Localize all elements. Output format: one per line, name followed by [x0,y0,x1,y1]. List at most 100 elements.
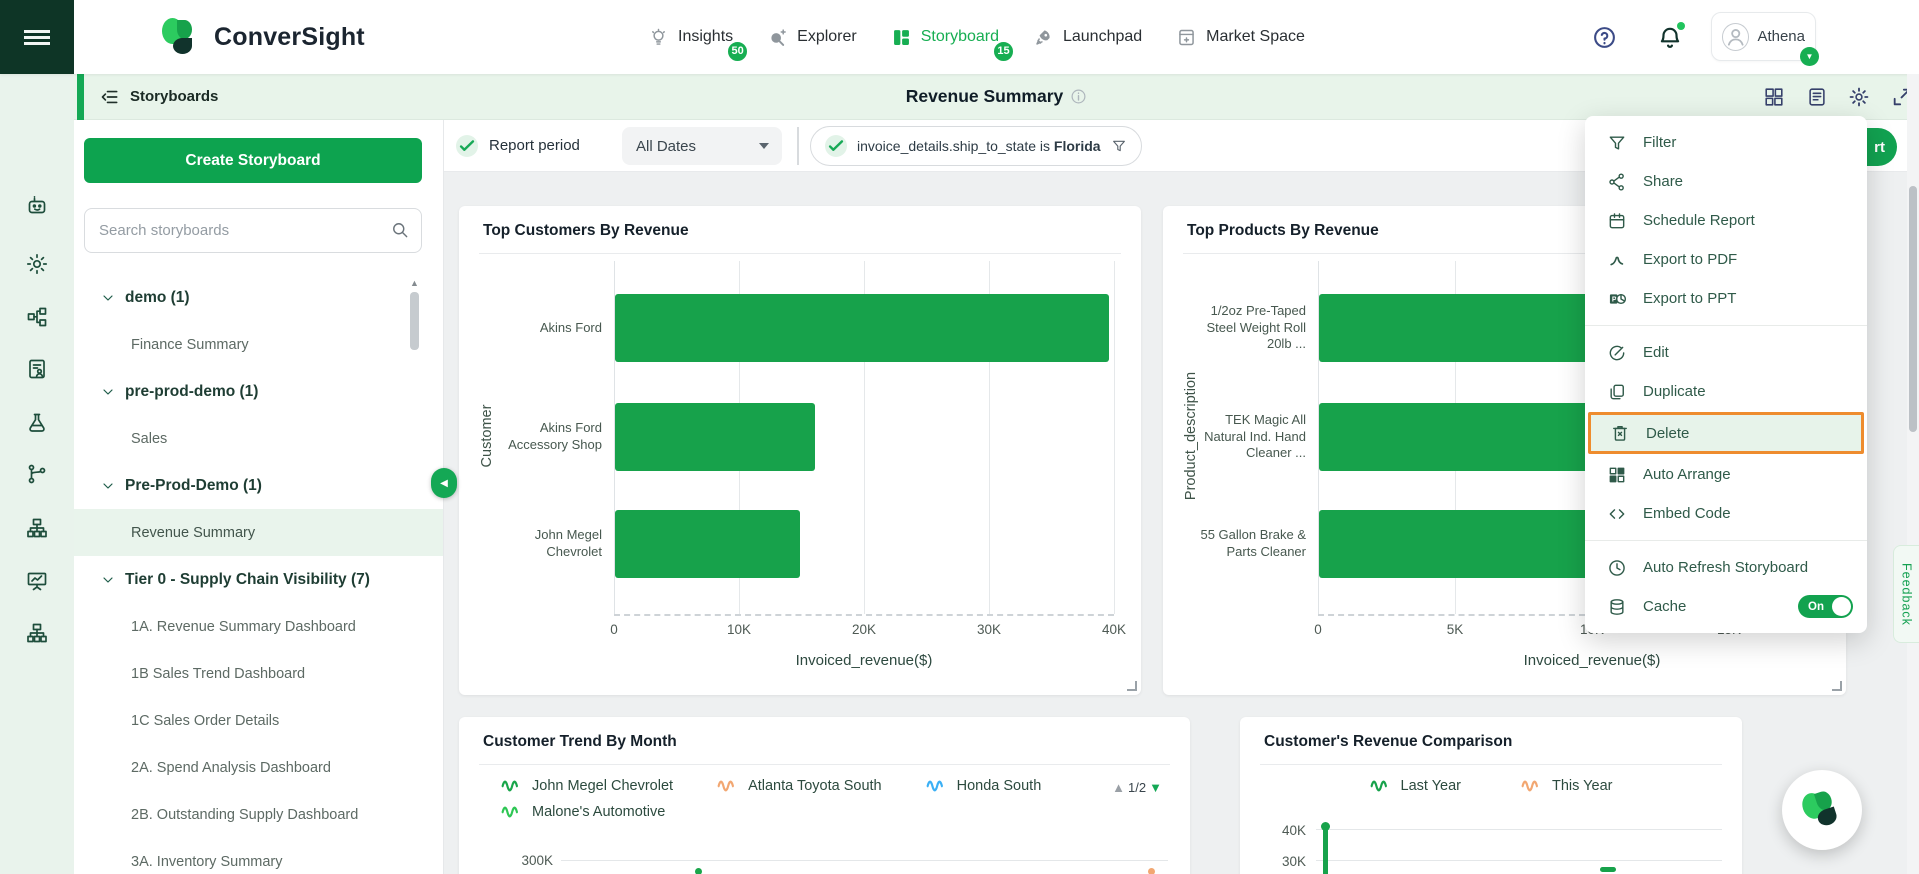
feedback-tab[interactable]: Feedback [1893,545,1919,643]
tree-scroll-up-icon[interactable]: ▲ [410,278,419,288]
tree-item-revenue-summary[interactable]: Revenue Summary [74,509,443,556]
menu-item-duplicate[interactable]: Duplicate [1585,372,1867,411]
code-icon [1607,504,1627,524]
tree-group-pre-prod-demo-1[interactable]: Pre-Prod-Demo (1) [74,462,443,509]
flow-icon[interactable] [25,305,49,329]
card-resize-handle[interactable] [1127,681,1137,691]
tree-group-demo-1[interactable]: demo (1) [74,274,443,321]
sidebar-collapse-handle[interactable]: ◀ [431,468,457,498]
tree-item-1b-sales-trend-dashboard[interactable]: 1B Sales Trend Dashboard [74,650,443,697]
legend-item-john-megel-chevrolet[interactable]: John Megel Chevrolet [501,778,673,794]
card-customers-revenue-comparison: Customer's Revenue Comparison Last Year T… [1240,717,1742,874]
tree-item-2b-outstanding-supply-dashboard[interactable]: 2B. Outstanding Supply Dashboard [74,791,443,838]
chart-title: Customer's Revenue Comparison [1264,733,1513,750]
tree-group-tier-0-supply-chain-visibility-7[interactable]: Tier 0 - Supply Chain Visibility (7) [74,556,443,603]
tree-item-3a-inventory-summary[interactable]: 3A. Inventory Summary [74,838,443,874]
cache-toggle[interactable]: On [1798,595,1853,618]
funnel-icon[interactable] [1111,138,1127,154]
org-chart-icon[interactable] [25,621,49,645]
chevron-down-icon[interactable] [102,292,114,304]
menu-item-schedule-report[interactable]: Schedule Report [1585,201,1867,240]
menu-item-auto-arrange[interactable]: Auto Arrange [1585,455,1867,494]
legend-item-last-year[interactable]: Last Year [1370,778,1461,794]
legend-page-up-icon[interactable]: ▲ [1112,780,1126,795]
report-period-select[interactable]: All Dates [622,127,782,165]
page-scrollbar-thumb[interactable] [1909,186,1917,432]
gridline [561,860,1168,861]
tree-group-pre-prod-demo-1[interactable]: pre-prod-demo (1) [74,368,443,415]
report-person-icon[interactable] [25,357,49,381]
bell-icon [1657,24,1683,51]
storyboard-context-menu: Filter Share Schedule Report Export to PDF P… [1585,116,1867,633]
bar-akins-ford-accessory-shop[interactable] [615,403,815,471]
legend-item-honda-south[interactable]: Honda South [926,778,1042,794]
card-title-divider [1183,253,1826,254]
filter-chip-ship-to-state[interactable]: invoice_details.ship_to_state is Florida [810,126,1142,166]
create-storyboard-button[interactable]: Create Storyboard [84,138,422,183]
presentation-chart-icon[interactable] [25,569,49,593]
gear-icon[interactable] [1848,86,1870,108]
series-point[interactable] [1321,822,1330,831]
series-point[interactable] [695,868,702,874]
menu-item-edit[interactable]: Edit [1585,333,1867,372]
search-icon[interactable] [390,220,410,240]
tree-item-1c-sales-order-details[interactable]: 1C Sales Order Details [74,697,443,744]
wave-icon [1370,779,1392,793]
hamburger-menu-button[interactable] [0,0,74,74]
x-axis-title: Invoiced_revenue($) [795,652,933,669]
help-icon[interactable] [1592,25,1617,50]
nav-item-explorer[interactable]: Explorer [767,27,857,48]
menu-item-auto-refresh-storyboard[interactable]: Auto Refresh Storyboard [1585,548,1867,587]
x-axis-title: Invoiced_revenue($) [1523,652,1661,669]
menu-item-share[interactable]: Share [1585,162,1867,201]
tree-item-1a-revenue-summary-dashboard[interactable]: 1A. Revenue Summary Dashboard [74,603,443,650]
legend-page-down-icon[interactable]: ▼ [1149,780,1162,795]
chevron-down-icon[interactable] [102,574,114,586]
menu-item-delete[interactable]: Delete [1588,412,1864,454]
clock-icon [1607,558,1627,578]
tree-scrollbar-thumb[interactable] [410,292,419,350]
notifications-bell-icon[interactable] [1657,22,1685,51]
git-branch-icon[interactable] [25,462,49,486]
menu-item-label: Cache [1643,598,1687,615]
tree-item-2a-spend-analysis-dashboard[interactable]: 2A. Spend Analysis Dashboard [74,744,443,791]
tree-item-finance-summary[interactable]: Finance Summary [74,321,443,368]
category-label: Akins Ford [539,319,602,335]
legend-item-malone-s-automotive[interactable]: Malone's Automotive [501,804,665,820]
bar-akins-ford[interactable] [615,294,1109,362]
legend-item-atlanta-toyota-south[interactable]: Atlanta Toyota South [717,778,882,794]
legend-item-this-year[interactable]: This Year [1521,778,1612,794]
menu-item-cache[interactable]: Cache On [1585,587,1867,626]
chevron-down-icon[interactable] [102,386,114,398]
nav-item-insights[interactable]: Insights 50 [648,27,750,63]
lab-flask-icon[interactable] [25,411,49,435]
menu-item-embed-code[interactable]: Embed Code [1585,494,1867,533]
info-icon[interactable] [1070,88,1087,105]
gridline [1114,261,1115,614]
legend-label: Honda South [956,778,1042,794]
assistant-chat-bubble[interactable] [1782,770,1862,850]
search-input[interactable] [84,208,422,253]
sitemap-icon[interactable] [25,516,49,540]
series-point[interactable] [1148,868,1155,874]
tree-item-sales[interactable]: Sales [74,415,443,462]
chevron-down-icon[interactable] [102,480,114,492]
nav-item-storyboard[interactable]: Storyboard 15 [891,27,1015,63]
bar-john-megel-chevrolet[interactable] [615,510,800,578]
assistant-icon[interactable] [25,193,49,217]
nav-item-launchpad[interactable]: Launchpad [1033,27,1142,48]
card-resize-handle[interactable] [1832,681,1842,691]
page-title: Revenue Summary [74,86,1919,107]
settings-gear-icon[interactable] [25,252,49,276]
menu-item-export-to-pdf[interactable]: Export to PDF [1585,240,1867,279]
notes-icon[interactable] [1806,86,1828,108]
report-period-check-icon[interactable] [456,135,478,157]
menu-item-filter[interactable]: Filter [1585,123,1867,162]
menu-item-export-to-ppt[interactable]: P Export to PPT [1585,279,1867,318]
chart-title: Top Products By Revenue [1187,222,1379,239]
layout-grid-icon[interactable] [1763,86,1785,108]
legend-label: Last Year [1400,778,1461,794]
storyboards-panel-icon[interactable] [100,87,120,107]
nav-item-market-space[interactable]: Market Space [1176,27,1305,48]
user-menu-button[interactable]: Athena ▼ [1711,12,1819,66]
